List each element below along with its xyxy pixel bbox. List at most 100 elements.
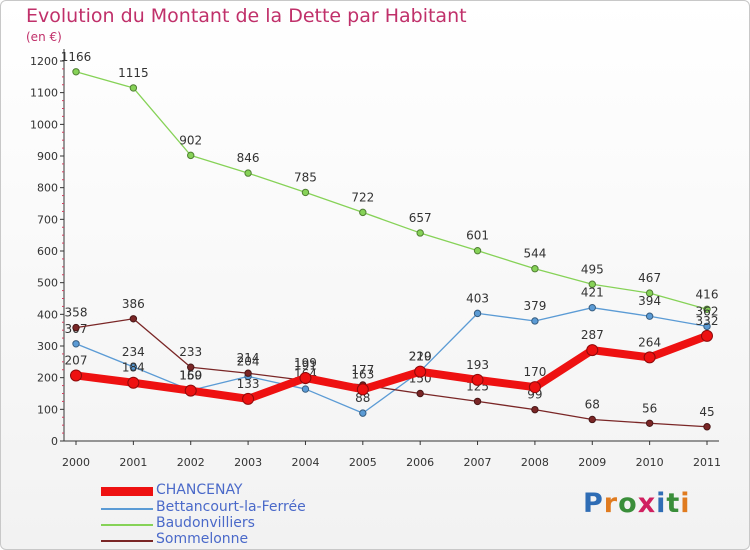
- logo-letter: i: [680, 488, 691, 519]
- data-label-baudonvilliers: 902: [179, 133, 202, 147]
- x-tick-label: 2007: [464, 456, 492, 469]
- legend-label-baudonvilliers: Baudonvilliers: [156, 515, 255, 531]
- data-label-chancenay: 219: [409, 350, 432, 364]
- data-label-chancenay: 163: [351, 367, 374, 381]
- data-label-bettancourt-la-ferr-e: 220: [409, 349, 432, 363]
- data-point-baudonvilliers: [645, 289, 654, 297]
- data-point-chancenay: [127, 376, 140, 389]
- legend-label-chancenay: CHANCENAY: [156, 482, 243, 498]
- legend-swatch-sommelonne: [101, 540, 153, 542]
- data-point-chancenay: [242, 392, 255, 405]
- data-point-baudonvilliers: [244, 169, 252, 177]
- data-label-baudonvilliers: 846: [237, 151, 260, 165]
- y-tick-label: 1200: [30, 55, 58, 68]
- series-line-chancenay: [72, 331, 711, 403]
- data-label-bettancourt-la-ferr-e: 421: [581, 286, 604, 300]
- logo-letter: o: [618, 488, 638, 519]
- data-label-sommelonne: 214: [237, 351, 260, 365]
- x-tick-label: 2011: [693, 456, 721, 469]
- y-tick-label: 100: [37, 403, 58, 416]
- data-point-baudonvilliers: [416, 229, 424, 237]
- data-point-bettancourt-la-ferr-e: [129, 363, 138, 371]
- data-point-sommelonne: [187, 363, 195, 371]
- legend-label-bettancourt: Bettancourt-la-Ferrée: [156, 499, 306, 515]
- data-label-sommelonne: 56: [642, 401, 657, 415]
- data-label-sommelonne: 358: [65, 306, 88, 320]
- logo-letter: i: [656, 488, 667, 519]
- legend-swatch-bettancourt: [101, 508, 153, 510]
- data-point-chancenay: [701, 329, 713, 342]
- logo-letter: r: [603, 488, 619, 519]
- data-point-sommelonne: [645, 419, 654, 427]
- data-point-sommelonne: [703, 423, 711, 431]
- y-tick-label: 600: [37, 245, 58, 258]
- data-label-baudonvilliers: 467: [638, 271, 661, 285]
- data-point-sommelonne: [72, 323, 80, 332]
- data-label-chancenay: 193: [466, 358, 489, 372]
- y-tick-label: 800: [37, 182, 58, 195]
- data-label-bettancourt-la-ferr-e: 403: [466, 291, 489, 305]
- y-tick-label: 1100: [30, 87, 58, 100]
- legend-label-sommelonne: Sommelonne: [156, 531, 249, 547]
- y-tick-label: 300: [37, 340, 58, 353]
- y-tick-label: 900: [37, 150, 58, 163]
- y-tick-label: 400: [37, 308, 58, 321]
- data-label-sommelonne: 386: [122, 297, 145, 311]
- data-point-bettancourt-la-ferr-e: [703, 322, 711, 331]
- data-label-chancenay: 133: [237, 377, 260, 391]
- data-point-sommelonne: [531, 405, 539, 414]
- data-point-sommelonne: [244, 369, 252, 377]
- data-point-chancenay: [471, 373, 484, 386]
- data-label-baudonvilliers: 495: [581, 262, 604, 276]
- data-label-baudonvilliers: 785: [294, 170, 317, 184]
- x-tick-label: 2002: [177, 456, 205, 469]
- data-label-baudonvilliers: 544: [523, 247, 546, 261]
- proxiti-logo: Proxiti: [583, 488, 691, 519]
- data-label-chancenay: 264: [638, 335, 661, 349]
- data-label-sommelonne: 233: [179, 345, 202, 359]
- data-point-bettancourt-la-ferr-e: [301, 385, 310, 393]
- data-point-baudonvilliers: [588, 280, 596, 288]
- data-point-chancenay: [299, 371, 312, 384]
- data-point-chancenay: [414, 365, 427, 378]
- x-tick-label: 2003: [234, 456, 262, 469]
- data-point-bettancourt-la-ferr-e: [359, 409, 367, 417]
- data-point-bettancourt-la-ferr-e: [588, 303, 596, 312]
- x-tick-label: 2008: [521, 456, 549, 469]
- data-label-chancenay: 332: [696, 314, 719, 328]
- data-label-chancenay: 199: [294, 356, 317, 370]
- data-label-baudonvilliers: 1115: [118, 66, 149, 80]
- data-point-chancenay: [356, 383, 369, 396]
- data-point-bettancourt-la-ferr-e: [645, 312, 654, 320]
- legend-swatch-baudonvilliers: [101, 524, 153, 526]
- data-point-baudonvilliers: [531, 265, 539, 273]
- data-label-bettancourt-la-ferr-e: 234: [122, 345, 145, 359]
- logo-letter: t: [666, 488, 681, 519]
- x-tick-label: 2006: [406, 456, 434, 469]
- x-tick-label: 2010: [636, 456, 664, 469]
- data-point-chancenay: [184, 384, 197, 397]
- data-label-bettancourt-la-ferr-e: 88: [355, 391, 370, 405]
- data-point-chancenay: [586, 344, 599, 357]
- data-label-chancenay: 159: [179, 369, 202, 383]
- data-point-sommelonne: [588, 415, 596, 424]
- chart-unit-subtitle: (en €): [26, 30, 62, 44]
- data-label-baudonvilliers: 416: [696, 287, 719, 301]
- series-line-sommelonne: [75, 318, 708, 428]
- data-label-sommelonne: 45: [699, 405, 714, 419]
- y-tick-label: 0: [51, 435, 58, 448]
- series-line-bettancourt-la-ferr-e: [75, 307, 708, 414]
- chart-title: Evolution du Montant de la Dette par Hab…: [26, 5, 467, 27]
- x-tick-label: 2001: [119, 456, 147, 469]
- data-point-baudonvilliers: [301, 188, 310, 197]
- data-point-bettancourt-la-ferr-e: [531, 317, 539, 325]
- data-label-baudonvilliers: 601: [466, 229, 489, 243]
- data-point-sommelonne: [473, 397, 482, 406]
- data-point-sommelonne: [129, 315, 138, 323]
- logo-letter: P: [583, 488, 604, 519]
- data-label-chancenay: 287: [581, 328, 604, 342]
- data-point-baudonvilliers: [359, 208, 367, 217]
- data-point-baudonvilliers: [187, 151, 195, 160]
- legend-swatch-chancenay: [101, 487, 153, 496]
